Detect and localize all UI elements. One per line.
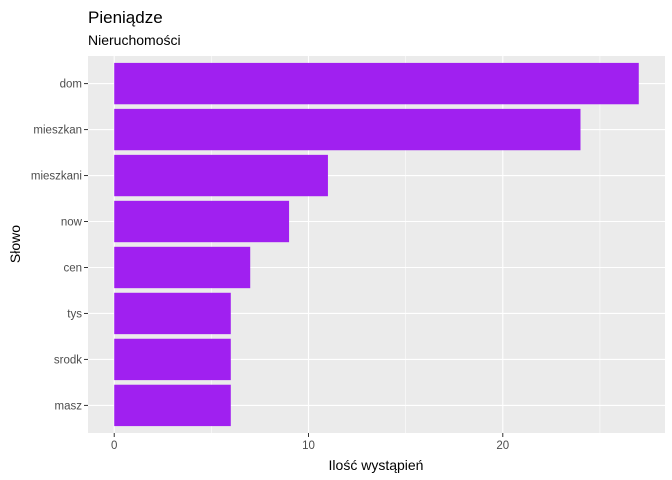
bar-dom — [114, 62, 639, 105]
y-tick-label: tys — [67, 308, 82, 320]
chart-subtitle: Nieruchomości — [88, 32, 181, 48]
y-tick-label: masz — [55, 400, 83, 412]
y-axis: dom mieszkan mieszkani now cen tys srodk masz — [31, 79, 88, 412]
y-tick-label: mieszkani — [31, 171, 82, 183]
y-tick-label: now — [61, 217, 83, 229]
bar-masz — [114, 384, 231, 427]
chart-title: Pieniądze — [88, 8, 163, 27]
y-tick-label: cen — [63, 262, 82, 274]
bar-now — [114, 200, 290, 243]
x-tick-label: 0 — [111, 440, 117, 452]
y-tick-label: srodk — [54, 354, 82, 366]
bar-srodk — [114, 338, 231, 381]
bar-mieszkani — [114, 154, 328, 197]
y-tick-label: mieszkan — [33, 125, 82, 137]
x-tick-label: 10 — [302, 440, 315, 452]
bar-cen — [114, 246, 251, 289]
x-axis-title: Ilość wystąpień — [329, 457, 424, 473]
bar-layer — [114, 62, 639, 427]
bar-mieszkan — [114, 108, 581, 151]
x-axis: 0 10 20 — [111, 433, 509, 452]
bar-tys — [114, 292, 231, 335]
y-axis-title: Słowo — [7, 225, 23, 263]
x-tick-label: 20 — [496, 440, 509, 452]
y-tick-label: dom — [60, 79, 82, 91]
